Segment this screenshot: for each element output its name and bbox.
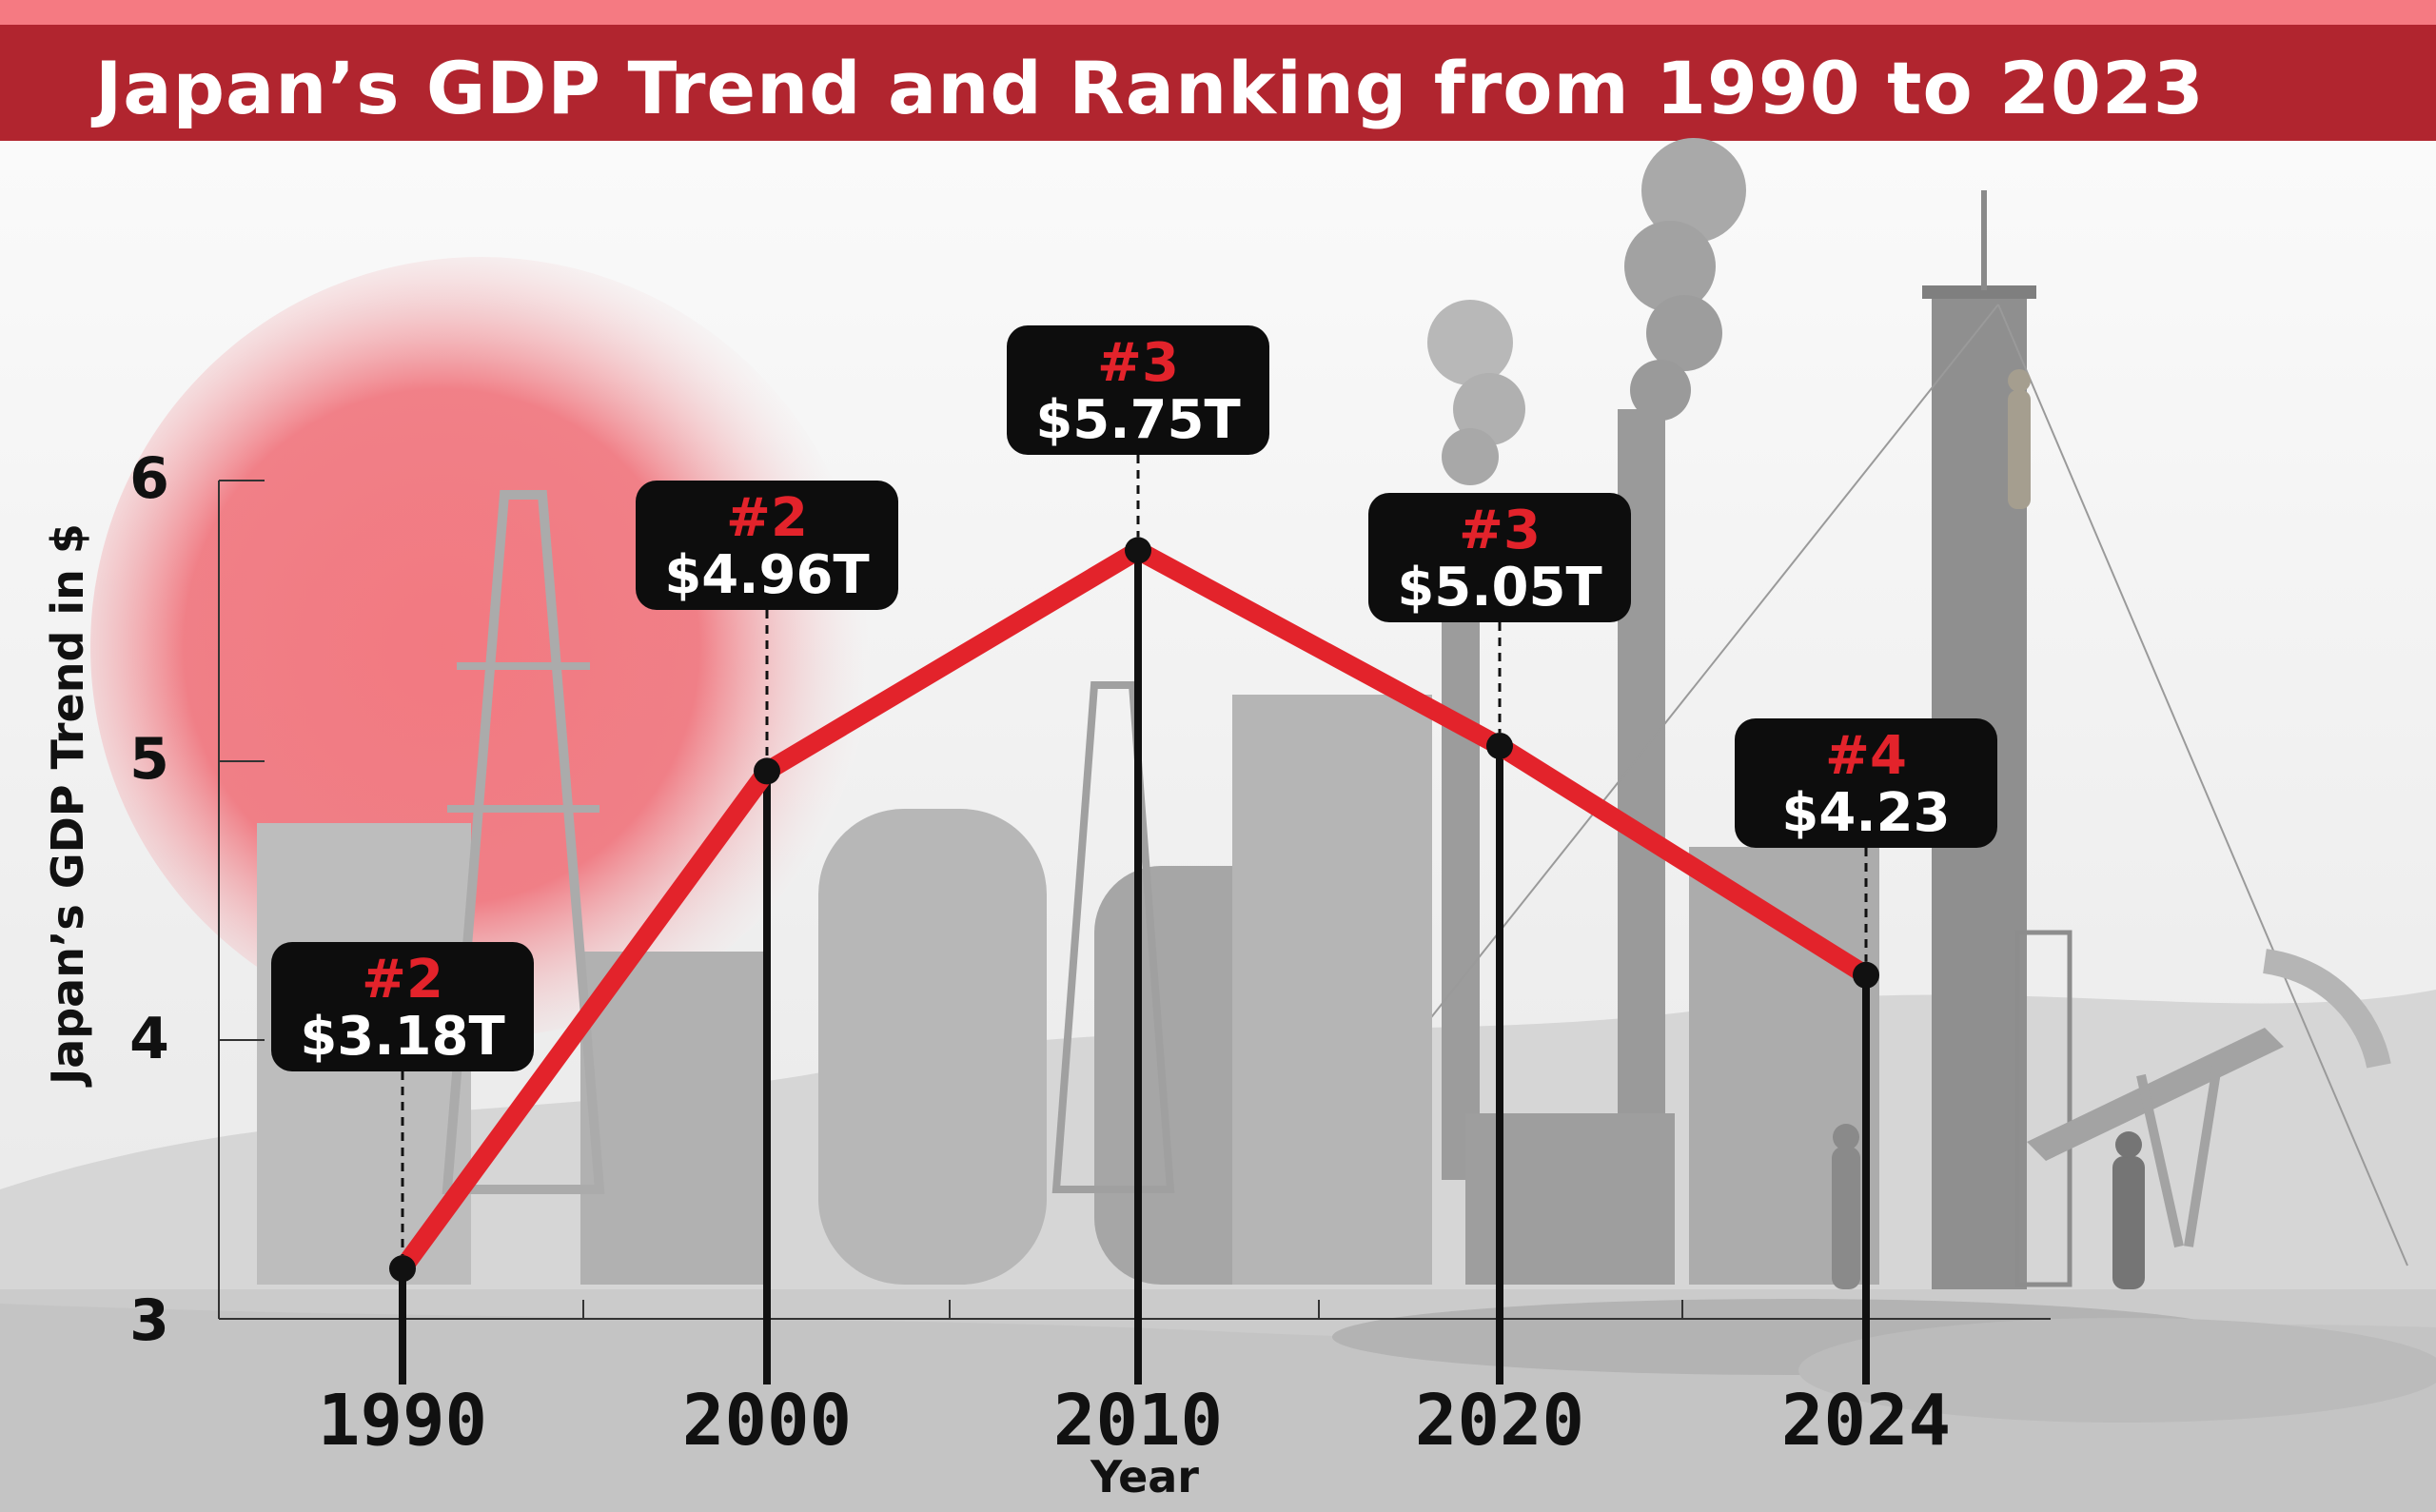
data-point [754, 757, 780, 785]
y-tick-label: 5 [129, 726, 169, 793]
y-axis-title: Japan’s GDP Trend in $ [42, 523, 93, 1088]
data-label: $4.23 [1781, 782, 1950, 844]
x-axis: 1990 2000 2010 2020 2024 Year [219, 1300, 2051, 1502]
data-label: $5.05T [1397, 557, 1601, 619]
rank-label: #3 [1097, 332, 1179, 394]
x-axis-title: Year [1090, 1451, 1199, 1502]
rank-label: #2 [726, 487, 808, 549]
x-tick-label: 1990 [318, 1380, 487, 1462]
callout-box [271, 942, 534, 1071]
rank-label: #2 [362, 949, 443, 1011]
data-point [1125, 537, 1151, 564]
data-point [1853, 961, 1879, 989]
y-tick-label: 3 [129, 1287, 169, 1354]
title-banner: Japan’s GDP Trend and Ranking from 1990 … [0, 0, 2436, 141]
callout-box [1735, 718, 1997, 848]
y-tick-label: 6 [129, 445, 169, 512]
callout-box [636, 481, 898, 610]
chart-title: Japan’s GDP Trend and Ranking from 1990 … [95, 46, 2205, 130]
callout-box [1368, 493, 1631, 622]
rank-label: #3 [1459, 500, 1541, 561]
x-tick-label: 2000 [682, 1380, 852, 1462]
data-label: $4.96T [664, 544, 869, 606]
x-tick-label: 2024 [1781, 1380, 1951, 1462]
rank-label: #4 [1825, 725, 1907, 787]
data-label: $3.18T [300, 1006, 504, 1068]
industrial-background [0, 138, 2436, 1512]
data-point [1486, 732, 1513, 759]
y-tick-label: 4 [129, 1006, 169, 1072]
y-axis: 6 5 4 3 Japan’s GDP Trend in $ [42, 445, 265, 1354]
data-label: $5.75T [1035, 389, 1240, 451]
x-tick-label: 2010 [1053, 1380, 1223, 1462]
data-point [389, 1255, 416, 1283]
callout-box [1007, 325, 1269, 455]
x-tick-label: 2020 [1415, 1380, 1584, 1462]
